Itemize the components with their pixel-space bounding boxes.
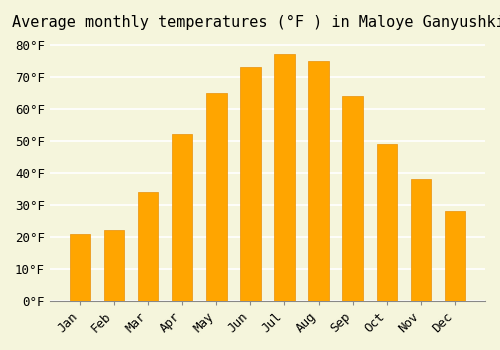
- Bar: [445, 211, 465, 301]
- Bar: [376, 144, 397, 301]
- Bar: [206, 93, 227, 301]
- Bar: [410, 179, 431, 301]
- Bar: [172, 134, 193, 301]
- Bar: [104, 230, 124, 301]
- Title: Average monthly temperatures (°F ) in Maloye Ganyushkino: Average monthly temperatures (°F ) in Ma…: [12, 15, 500, 30]
- Bar: [274, 54, 294, 301]
- Bar: [342, 96, 363, 301]
- Bar: [308, 61, 329, 301]
- Bar: [240, 67, 260, 301]
- Bar: [70, 233, 90, 301]
- Bar: [138, 192, 158, 301]
